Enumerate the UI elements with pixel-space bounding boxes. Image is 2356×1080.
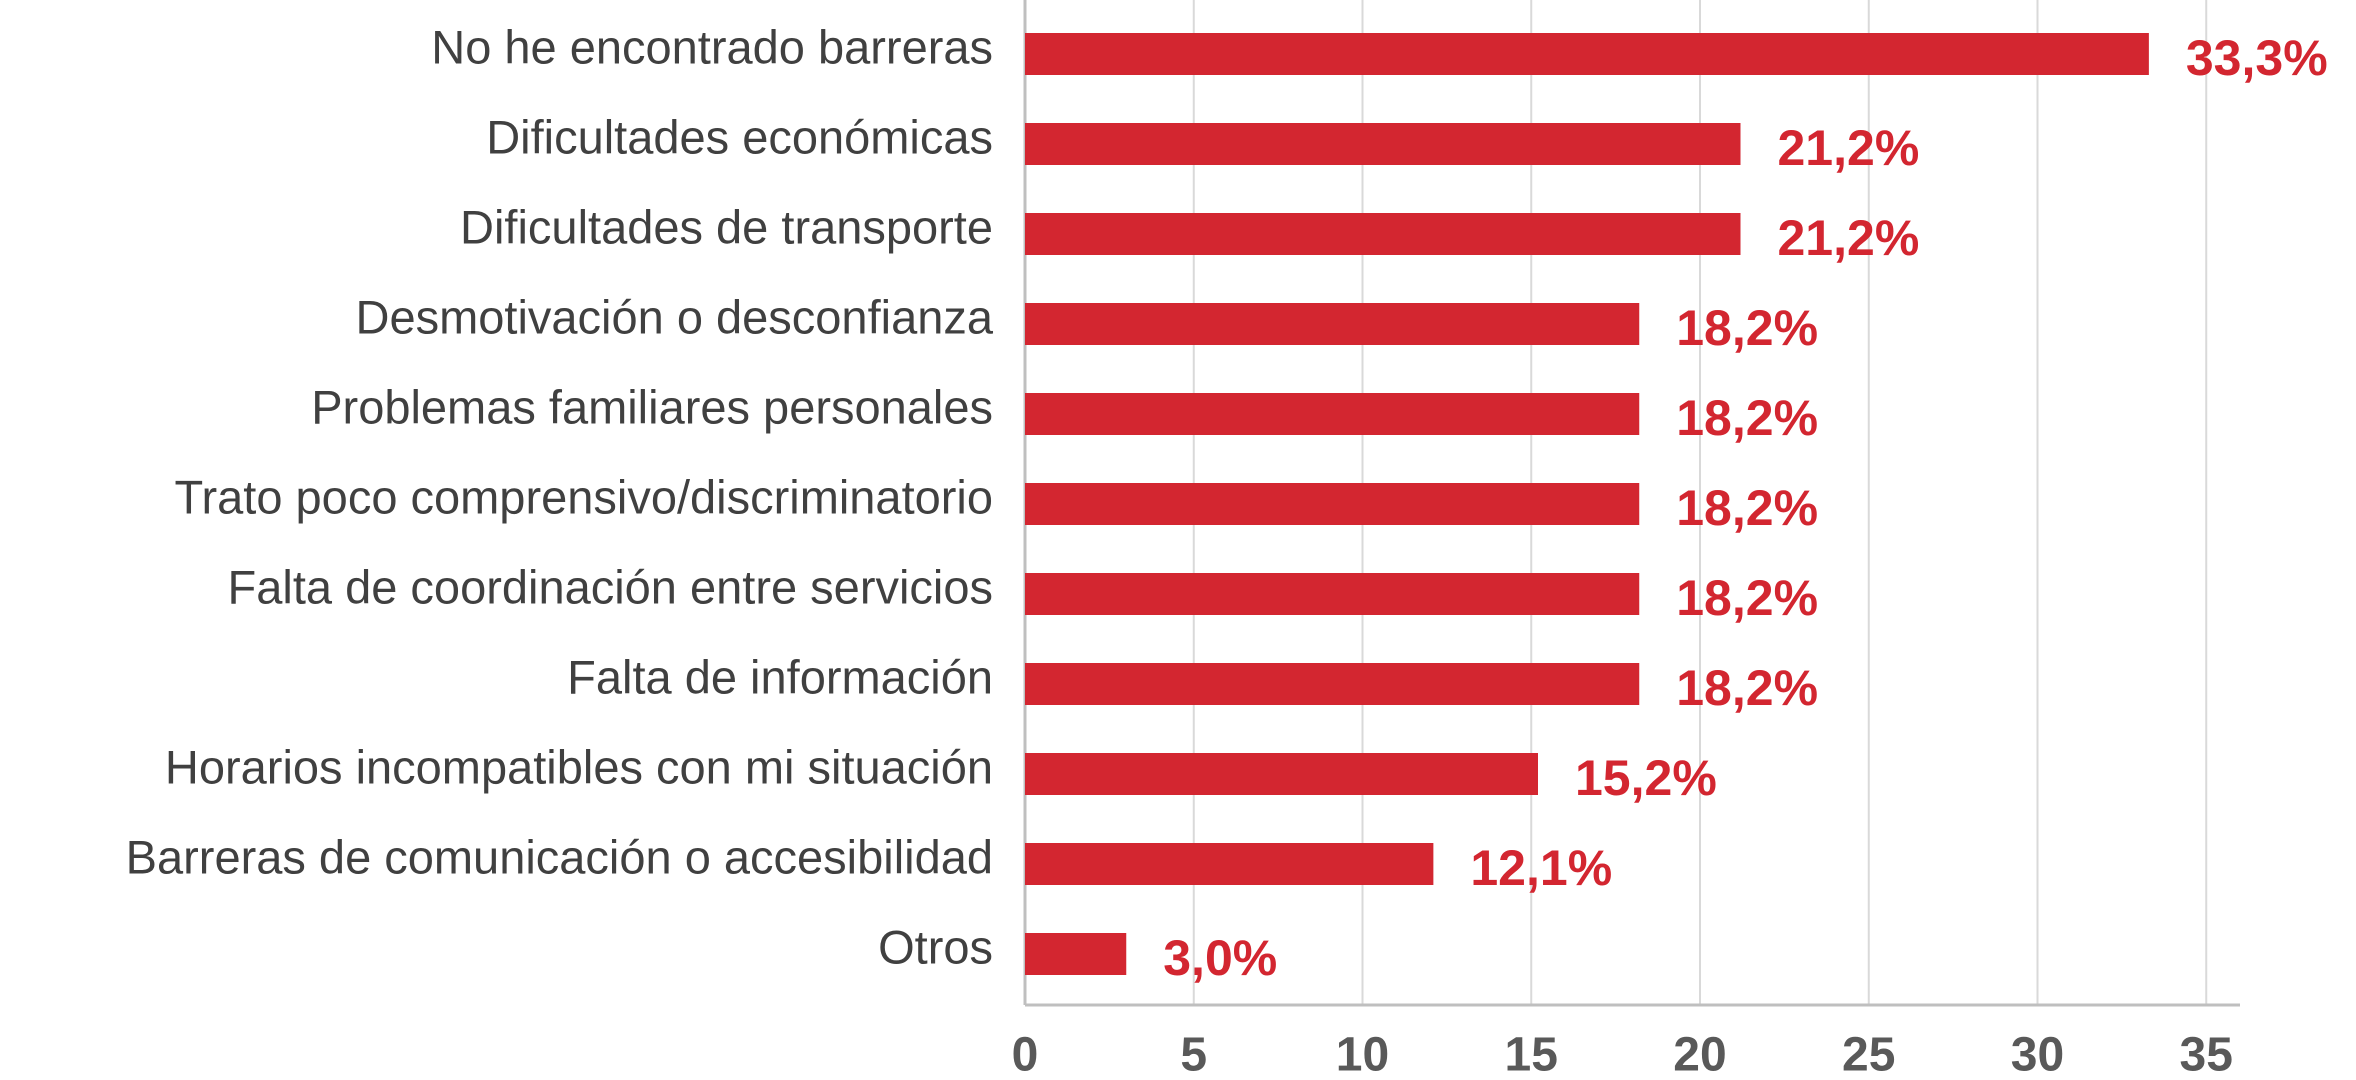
category-label: Dificultades económicas: [486, 110, 993, 163]
bar: [1025, 123, 1741, 165]
value-label: 18,2%: [1676, 480, 1818, 536]
value-label: 21,2%: [1778, 120, 1920, 176]
category-label: Barreras de comunicación o accesibilidad: [126, 830, 993, 883]
x-tick-label: 15: [1505, 1029, 1558, 1080]
x-tick-label: 20: [1673, 1029, 1726, 1080]
value-label: 18,2%: [1676, 300, 1818, 356]
bar: [1025, 213, 1741, 255]
category-label: Falta de información: [567, 650, 993, 703]
bar: [1025, 843, 1434, 885]
category-label: Otros: [878, 920, 993, 973]
value-label: 21,2%: [1778, 210, 1920, 266]
value-label: 18,2%: [1676, 390, 1818, 446]
x-tick-label: 5: [1180, 1029, 1207, 1080]
bar: [1025, 933, 1127, 975]
value-label: 12,1%: [1470, 840, 1612, 896]
bar: [1025, 393, 1640, 435]
value-label: 3,0%: [1163, 930, 1277, 986]
x-tick-label: 10: [1336, 1029, 1389, 1080]
x-tick-label: 30: [2011, 1029, 2064, 1080]
bar: [1025, 663, 1640, 705]
x-tick-label: 0: [1012, 1029, 1039, 1080]
category-label: Horarios incompatibles con mi situación: [165, 740, 993, 793]
bar: [1025, 483, 1640, 525]
value-label: 18,2%: [1676, 660, 1818, 716]
category-label: Problemas familiares personales: [311, 380, 993, 433]
category-label: No he encontrado barreras: [431, 20, 993, 73]
bar: [1025, 303, 1640, 345]
value-label: 18,2%: [1676, 570, 1818, 626]
category-label: Desmotivación o desconfianza: [356, 290, 994, 343]
value-label: 15,2%: [1575, 750, 1717, 806]
category-label: Dificultades de transporte: [460, 200, 993, 253]
x-tick-label: 35: [2180, 1029, 2233, 1080]
bar: [1025, 33, 2149, 75]
bar: [1025, 573, 1640, 615]
category-label: Trato poco comprensivo/discriminatorio: [175, 470, 993, 523]
category-label: Falta de coordinación entre servicios: [228, 560, 993, 613]
bar: [1025, 753, 1538, 795]
value-label: 33,3%: [2186, 30, 2328, 86]
x-tick-label: 25: [1842, 1029, 1895, 1080]
